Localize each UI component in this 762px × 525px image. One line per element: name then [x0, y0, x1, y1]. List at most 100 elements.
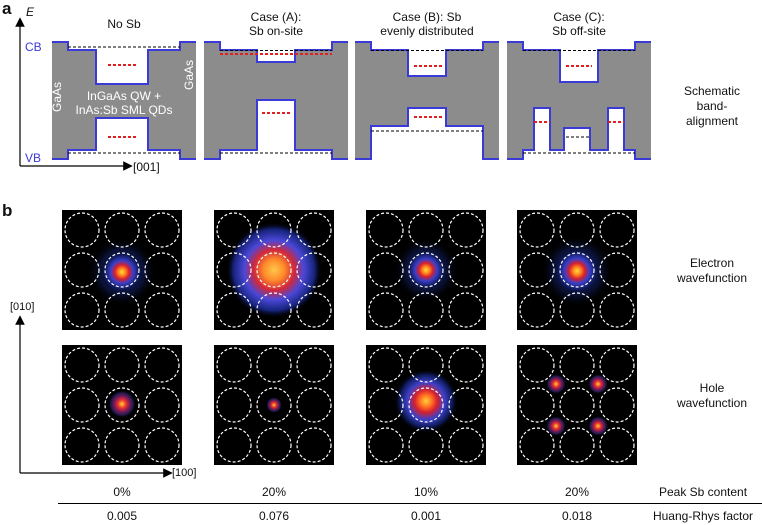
quantum-dot-outline: [408, 427, 444, 463]
quantum-dot-outline: [216, 387, 252, 423]
quantum-dot-outline: [104, 347, 140, 383]
quantum-dot-outline: [599, 427, 635, 463]
quantum-dot-outline: [559, 347, 595, 383]
quantum-dot-outline: [559, 212, 595, 248]
hole-map-0: [62, 345, 182, 465]
quantum-dot-outline: [368, 252, 404, 288]
energy-axis-label: E: [26, 5, 35, 19]
quantum-dot-outline: [216, 292, 252, 328]
quantum-dot-outline: [408, 252, 444, 288]
quantum-dot-outline: [599, 347, 635, 383]
row-label-band-3: alignment: [685, 114, 739, 128]
quantum-dot-outline: [368, 387, 404, 423]
quantum-dot-outline: [104, 292, 140, 328]
case-subtitle-3: Sb off-site: [552, 24, 606, 38]
table-divider: [58, 503, 762, 504]
band-panel-case-a: [204, 41, 348, 160]
quantum-dot-outline: [408, 212, 444, 248]
electron-row-label-1: Electron: [689, 256, 735, 270]
direction-axis-label: [001]: [133, 160, 160, 174]
peak-sb-label: Peak Sb content: [658, 485, 748, 499]
quantum-dot-outline: [144, 347, 180, 383]
huang-rhys-label: Huang-Rhys factor: [652, 509, 754, 523]
quantum-dot-outline: [519, 292, 555, 328]
quantum-dot-outline: [448, 212, 484, 248]
axis-010-label: [010]: [10, 301, 35, 313]
hole-map-1: [214, 345, 334, 465]
quantum-dot-outline: [599, 252, 635, 288]
cb-label: CB: [25, 40, 42, 54]
quantum-dot-outline: [599, 292, 635, 328]
case-subtitle-2: evenly distributed: [380, 24, 474, 38]
peak-sb-1: 20%: [261, 485, 287, 499]
case-title-2: Case (B): Sb: [392, 10, 462, 24]
huang-rhys-2: 0.001: [410, 509, 442, 523]
quantum-dot-outline: [519, 387, 555, 423]
panel-a-letter: a: [2, 0, 12, 18]
quantum-dot-outline: [216, 212, 252, 248]
quantum-dot-outline: [104, 252, 140, 288]
row-label-band-1: Schematic: [683, 84, 741, 98]
hole-row-label-2: wavefunction: [676, 396, 748, 410]
axis-100-label: [100]: [172, 467, 197, 479]
panel-b-letter: b: [2, 201, 13, 220]
quantum-dot-outline: [64, 387, 100, 423]
quantum-dot-outline: [256, 292, 292, 328]
huang-rhys-3: 0.018: [561, 509, 593, 523]
hole-map-3: [517, 345, 637, 465]
quantum-dot-outline: [559, 387, 595, 423]
quantum-dot-outline: [559, 292, 595, 328]
quantum-dot-outline: [368, 292, 404, 328]
quantum-dot-outline: [256, 387, 292, 423]
quantum-dot-outline: [408, 292, 444, 328]
peak-sb-2: 10%: [413, 485, 439, 499]
quantum-dot-outline: [64, 292, 100, 328]
quantum-dot-outline: [368, 212, 404, 248]
quantum-dot-outline: [448, 427, 484, 463]
quantum-dot-outline: [144, 212, 180, 248]
qw-label-line2: InAs:Sb SML QDs: [75, 103, 173, 117]
quantum-dot-outline: [64, 212, 100, 248]
quantum-dot-outline: [448, 292, 484, 328]
huang-rhys-1: 0.076: [258, 509, 290, 523]
quantum-dot-outline: [216, 427, 252, 463]
quantum-dot-outline: [368, 427, 404, 463]
band-panel-case-c: [507, 41, 651, 160]
quantum-dot-outline: [519, 347, 555, 383]
wavefunction-maps: [15, 210, 637, 478]
quantum-dot-outline: [368, 347, 404, 383]
quantum-dot-outline: [519, 427, 555, 463]
row-label-band-2: band-: [696, 99, 728, 113]
quantum-dot-outline: [296, 212, 332, 248]
quantum-dot-outline: [104, 427, 140, 463]
quantum-dot-outline: [296, 427, 332, 463]
electron-map-0: [62, 210, 182, 330]
quantum-dot-outline: [104, 387, 140, 423]
vb-label: VB: [25, 151, 42, 165]
quantum-dot-outline: [296, 347, 332, 383]
quantum-dot-outline: [448, 347, 484, 383]
case-title-0: No Sb: [107, 17, 141, 31]
quantum-dot-outline: [519, 212, 555, 248]
quantum-dot-outline: [256, 427, 292, 463]
hole-map-2: [366, 345, 486, 465]
quantum-dot-outline: [256, 252, 292, 288]
gaas-right-label: GaAs: [182, 59, 197, 91]
case-subtitle-1: Sb on-site: [248, 24, 304, 38]
quantum-dot-outline: [408, 387, 444, 423]
quantum-dot-outline: [408, 347, 444, 383]
band-panel-no-sb: [52, 41, 196, 160]
quantum-dot-outline: [64, 347, 100, 383]
peak-sb-0: 0%: [113, 485, 131, 499]
quantum-dot-outline: [296, 292, 332, 328]
quantum-dot-outline: [216, 347, 252, 383]
qw-label-line1: InGaAs QW +: [86, 89, 162, 103]
quantum-dot-outline: [448, 252, 484, 288]
quantum-dot-outline: [216, 252, 252, 288]
band-alignment-diagram: [15, 17, 651, 171]
band-panel-case-b: [355, 41, 499, 160]
quantum-dot-outline: [559, 252, 595, 288]
electron-map-2: [366, 210, 486, 330]
quantum-dot-outline: [64, 427, 100, 463]
quantum-dot-outline: [296, 252, 332, 288]
